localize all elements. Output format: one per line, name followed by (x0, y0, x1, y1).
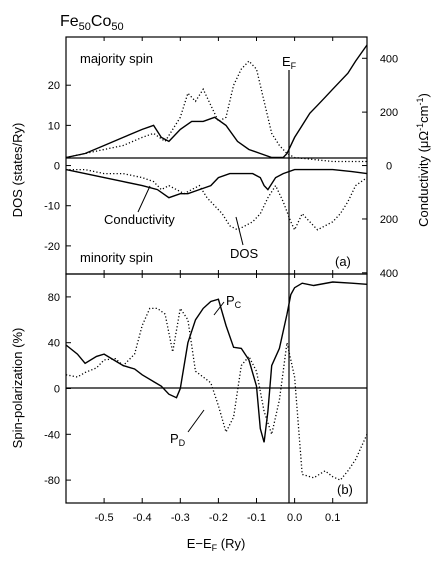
panel-a-left-tick-label: -10 (44, 201, 60, 213)
chart-title: Fe50Co50 (60, 13, 124, 33)
panel-a-frame (65, 36, 368, 275)
panel-a-right-ticks: 400 200 0 200 400 (362, 53, 398, 280)
panel-b-left-tick-label: 0 (54, 384, 60, 396)
panel-b-x-tick-label: -0.4 (133, 512, 152, 524)
dos-annotation: DOS (230, 246, 259, 261)
panel-b-x-tick-label: -0.5 (95, 512, 114, 524)
panel-b-x-tick-label: -0.3 (171, 512, 190, 524)
panel-b-left-tick-label: 80 (48, 292, 60, 304)
panel-a-series-1-dotted (65, 60, 367, 163)
pc-pointer (213, 301, 225, 316)
panel-a-right-tick-label: 0 (386, 161, 392, 173)
panel-a-label: (a) (335, 254, 351, 269)
panel-b-x-tick-label: -0.2 (209, 512, 228, 524)
panel-b-x-ticks: -0.5 -0.4 -0.3 -0.2 -0.1 0.0 0.1 (95, 37, 340, 524)
panel-a-series-0-solid (65, 44, 368, 159)
pd-annotation: PD (170, 431, 186, 448)
panel-a-left-tick-label: 0 (54, 161, 60, 173)
panel-b-x-tick-label: -0.1 (247, 512, 266, 524)
dos-axis-title: DOS (states/Ry) (10, 123, 25, 218)
panel-b-series-0-solid (65, 281, 368, 443)
conductivity-axis-title: Conductivity (μΩ-1cm-1) (415, 93, 431, 227)
panel-b-x-tick-label: 0.0 (287, 512, 302, 524)
panel-a-right-tick-label: 400 (380, 53, 398, 65)
panel-a-left-ticks: 20 10 0 -10 -20 (44, 80, 71, 253)
x-axis-title: E−EF (Ry) (187, 536, 246, 553)
panel-b-left-tick-label: 40 (48, 338, 60, 350)
majority-spin-label: majority spin (80, 51, 153, 66)
panel-a-left-tick-label: 10 (48, 120, 60, 132)
panel-a-right-tick-label: 400 (380, 268, 398, 280)
panel-b-left-tick-label: -80 (44, 475, 60, 487)
panel-a-series (65, 44, 368, 232)
conductivity-pointer (137, 185, 151, 213)
panel-b-label: (b) (337, 482, 353, 497)
panel-b-left-tick-label: -40 (44, 429, 60, 441)
panel-b-x-tick-label: 0.1 (325, 512, 340, 524)
dos-pointer (235, 216, 244, 246)
panel-a-right-tick-label: 200 (380, 107, 398, 119)
panel-a-left-tick-label: 20 (48, 80, 60, 92)
pc-annotation: PC (226, 293, 242, 310)
panel-b-series (65, 281, 368, 481)
spin-polarization-axis-title: Spin-polarization (%) (10, 328, 25, 449)
conductivity-annotation: Conductivity (104, 212, 175, 227)
minority-spin-label: minority spin (80, 250, 153, 265)
panel-a-series-2-solid (65, 168, 368, 199)
panel-a-left-tick-label: -20 (44, 241, 60, 253)
panel-a-right-tick-label: 200 (380, 214, 398, 226)
pd-pointer (187, 409, 205, 433)
panel-b-series-1-dotted (65, 306, 368, 481)
fermi-level-label: EF (282, 54, 297, 71)
panel-b-left-ticks: 80 40 0 -40 -80 (44, 292, 71, 487)
